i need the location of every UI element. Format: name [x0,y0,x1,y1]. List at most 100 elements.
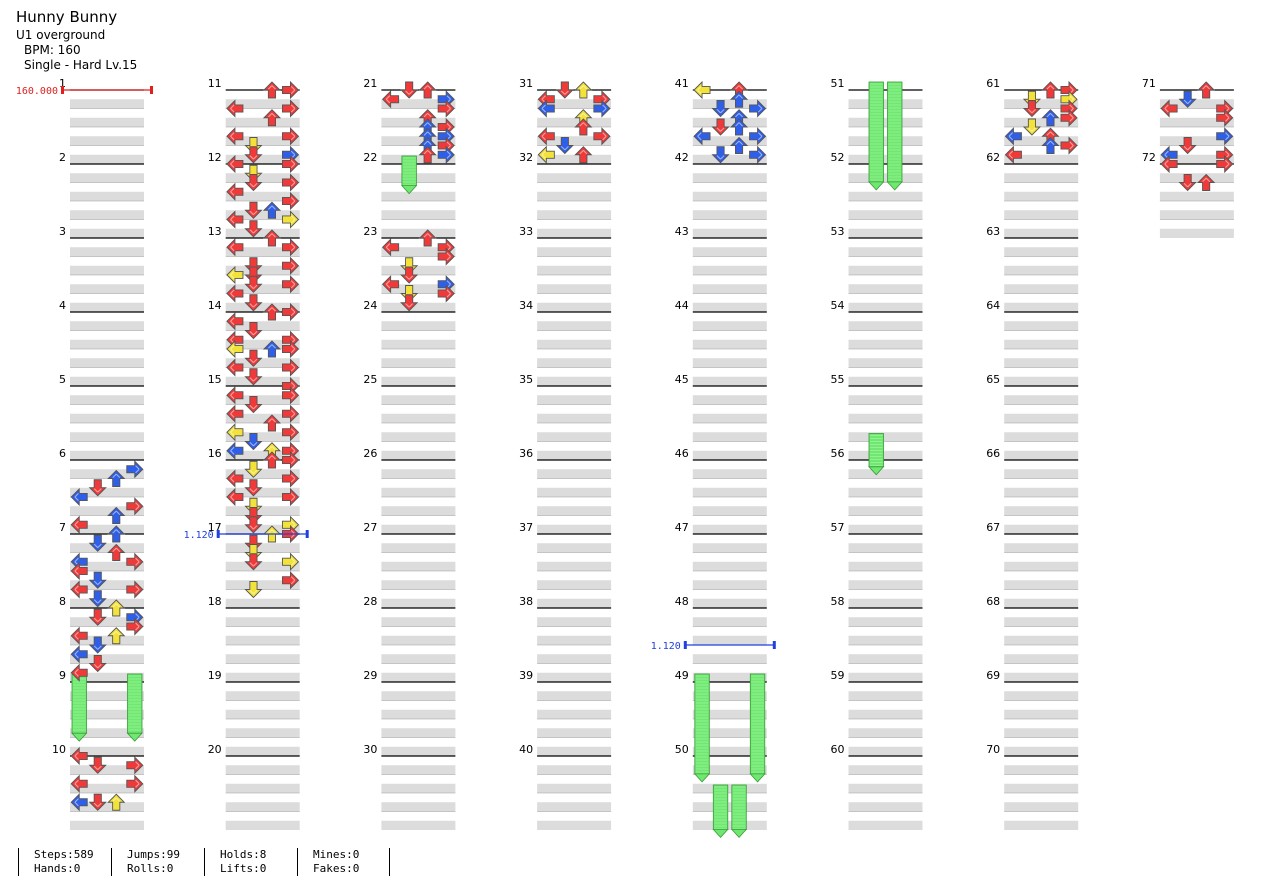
arrow-shape [88,571,107,589]
beat-shade [848,413,923,423]
measure-number: 30 [363,743,377,756]
arrow-shine [74,585,79,594]
measure-number: 55 [831,373,845,386]
arrow-shape [1060,136,1078,155]
beat-shade [381,99,456,109]
arrow-shine [249,330,258,336]
beat-shade [381,654,456,664]
beat-shade [537,561,612,571]
beat-shade [381,802,456,812]
measure-block [537,607,612,682]
arrow-shine [135,761,140,770]
beat-shade [1004,450,1079,460]
beat-shade [692,635,767,645]
beat-shade [692,450,767,460]
arrow-shape [282,80,300,100]
arrow-shine [385,243,391,252]
beat-shade [1004,617,1079,627]
arrow-shine [230,104,235,113]
measure-number: 66 [986,447,1000,460]
arrow-shape [418,81,437,99]
arrow-shine [135,622,140,631]
measure-block [381,607,456,682]
arrow-shine [267,233,276,238]
beat-shade [692,339,767,349]
left-arrow-icon [537,99,555,118]
stats-divider [111,848,112,876]
arrow-shine [1183,145,1192,151]
beat-shade [692,284,767,294]
arrow-shine [560,145,569,151]
down-arrow-icon [244,516,263,534]
beat-shade [537,598,612,608]
beat-shade [70,728,144,738]
arrow-shine [290,215,296,224]
beat-shade [381,783,456,793]
beat-shade [1004,228,1079,238]
left-arrow-icon [537,145,555,164]
beat-shade [381,413,456,423]
beat-shade [1159,154,1234,164]
arrow-shape [88,636,107,654]
beat-shade [537,99,612,109]
beat-shade [225,746,300,756]
up-arrow-icon [418,229,437,247]
arrow-shine [93,645,102,650]
arrow-shine [249,589,258,595]
beat-shade [381,358,456,368]
hold-note [400,155,418,195]
beat-shade [537,635,612,645]
beat-shade [1004,543,1079,553]
arrow-shape [107,793,126,811]
arrow-shine [112,603,121,608]
beat-shade [225,728,300,738]
measure-block [225,385,300,460]
arrow-shape [226,210,244,229]
beat-shade [692,191,767,201]
beat-shade [1004,395,1079,405]
arrow-shine [249,469,258,475]
beat-shade [1159,173,1234,183]
down-arrow-icon [1022,118,1042,136]
arrow-shape [88,756,107,774]
measure-number: 22 [363,151,377,164]
arrow-shine [249,229,258,234]
measure-block [537,385,612,460]
right-arrow-icon [282,339,300,359]
arrow-shape [226,339,244,359]
hold-note [868,433,885,476]
beat-shade [537,191,612,201]
measure-block [848,459,923,534]
beat-shade [537,395,612,405]
arrow-shine [249,358,258,364]
beat-shade [848,432,923,442]
measure-number: 35 [519,373,533,386]
beat-shade [537,802,612,812]
beat-shade [848,654,923,664]
down-arrow-icon [400,81,419,99]
arrow-shine [290,178,296,187]
right-arrow-icon [282,358,300,377]
measure-number: 65 [986,373,1000,386]
hold-body [401,155,417,187]
arrow-shape [226,423,244,442]
arrow-shine [579,112,588,118]
arrow-shape [749,99,767,118]
arrow-shine [1027,127,1036,132]
right-arrow-icon [1216,154,1234,174]
down-arrow-icon [711,146,730,164]
arrow-shine [230,289,235,298]
hold-tail [868,466,885,476]
beat-shade [1159,228,1234,238]
beat-shade [537,432,612,442]
beat-shade [1004,524,1079,534]
arrow-shape [574,118,593,136]
beat-shade [381,321,456,331]
measure-number: 25 [363,373,377,386]
beat-shade [537,339,612,349]
beat-shade [848,117,923,127]
arrow-shine [697,132,702,141]
left-arrow-icon [226,339,244,359]
arrow-shape [437,284,455,303]
right-arrow-icon [282,80,300,100]
